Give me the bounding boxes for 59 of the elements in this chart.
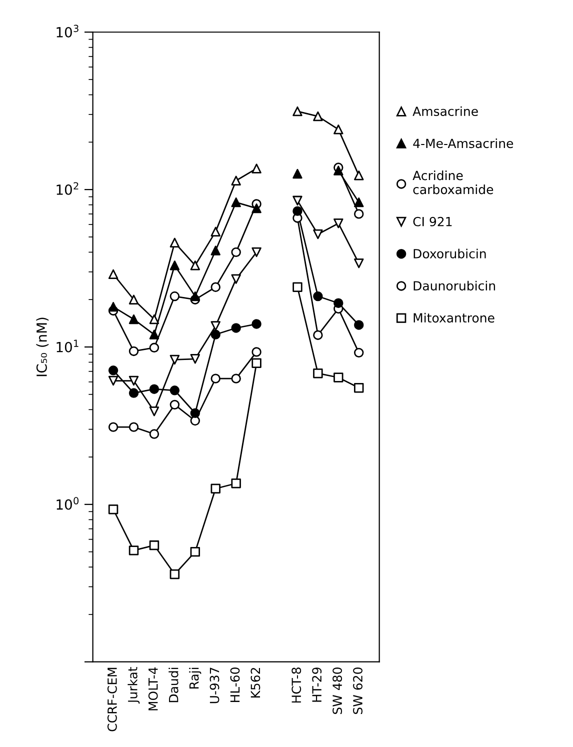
- point: [292, 168, 302, 179]
- point: [108, 376, 118, 386]
- point: [231, 274, 241, 284]
- point: [128, 314, 139, 324]
- y-tick-label: 10$^{0}$: [56, 497, 79, 510]
- legend-label: CI 921: [413, 216, 452, 226]
- point: [149, 406, 160, 416]
- point: [149, 314, 160, 324]
- legend-label: Acridine carboxamide: [412, 170, 494, 194]
- x-tick-label: HCT-8: [292, 668, 302, 703]
- point: [354, 197, 364, 208]
- point: [170, 354, 180, 365]
- x-tick-label: U-937: [210, 668, 220, 704]
- point: [231, 197, 241, 208]
- point: [313, 229, 323, 240]
- point: [128, 294, 139, 304]
- point: [334, 166, 344, 176]
- point: [210, 321, 220, 331]
- point: [190, 260, 200, 270]
- x-tick-label: HT-29: [312, 668, 322, 702]
- point: [170, 238, 180, 248]
- point: [252, 203, 262, 214]
- point: [252, 164, 262, 174]
- point: [252, 247, 262, 258]
- point: [210, 246, 220, 256]
- x-tick-label: K562: [250, 668, 260, 698]
- legend-label: 4-Me-Amsacrine: [413, 138, 514, 148]
- legend-label: Mitoxantrone: [414, 312, 494, 323]
- point: [190, 354, 200, 364]
- x-tick-label: CCRF-CEM: [107, 668, 117, 732]
- legend-label: Doxorubicin: [414, 248, 486, 258]
- y-tick-label: 10$^{3}$: [56, 24, 78, 38]
- legend-label: Amsacrine: [412, 106, 478, 116]
- x-tick-label: SW 620: [353, 668, 362, 714]
- point: [292, 196, 302, 206]
- point: [128, 376, 139, 386]
- point: [231, 176, 241, 186]
- point: [190, 291, 200, 302]
- x-tick-label: Jurkat: [128, 667, 140, 704]
- y-axis-title: IC₅₀ (nM): [36, 318, 49, 376]
- point: [210, 226, 220, 237]
- point: [292, 106, 302, 116]
- point: [170, 260, 180, 270]
- point: [334, 218, 344, 228]
- y-tick-label: 10$^{2}$: [56, 182, 78, 195]
- x-tick-label: Daudi: [168, 668, 178, 702]
- point: [354, 258, 364, 268]
- point: [313, 111, 323, 122]
- x-tick-label: Raji: [189, 668, 202, 688]
- point: [108, 302, 118, 312]
- x-tick-label: HL-60: [230, 668, 240, 702]
- y-tick-label: 10$^{1}$: [56, 340, 78, 352]
- point: [108, 269, 118, 280]
- point: [149, 330, 160, 340]
- x-tick-label: SW 480: [332, 668, 342, 714]
- point: [354, 170, 364, 180]
- x-tick-label: MOLT-4: [148, 667, 158, 710]
- legend-label: Daunorubicin: [414, 280, 496, 291]
- point: [334, 124, 344, 134]
